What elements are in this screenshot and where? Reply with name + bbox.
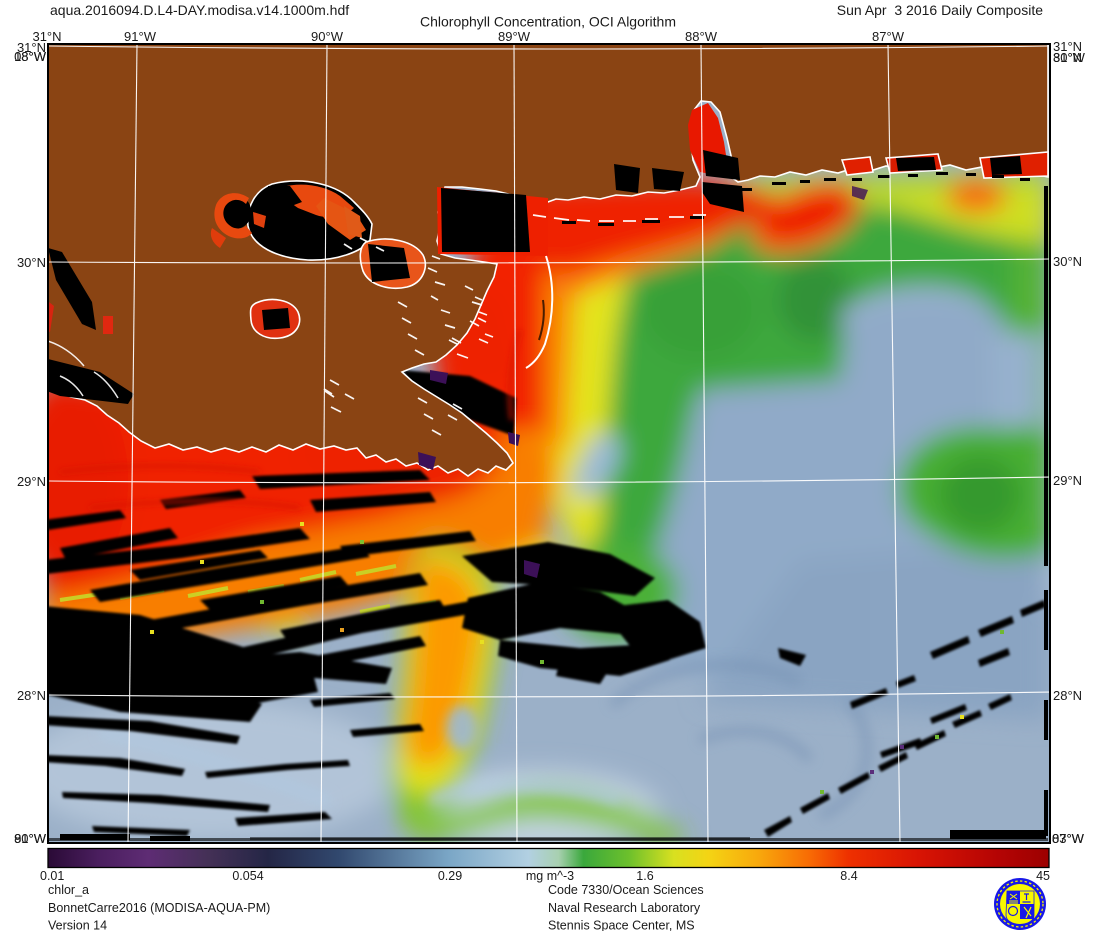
- svg-text:03°W: 03°W: [1052, 831, 1085, 846]
- svg-text:31°N: 31°N: [1053, 39, 1082, 54]
- svg-text:89°W: 89°W: [498, 29, 531, 44]
- svg-text:0.054: 0.054: [232, 869, 263, 883]
- svg-text:88°W: 88°W: [685, 29, 718, 44]
- svg-text:31°N: 31°N: [32, 29, 61, 44]
- svg-text:08°W: 08°W: [14, 49, 47, 64]
- svg-text:29°N: 29°N: [1053, 473, 1082, 488]
- svg-text:8.4: 8.4: [840, 869, 857, 883]
- svg-text:0.29: 0.29: [438, 869, 462, 883]
- svg-text:80°W: 80°W: [1053, 50, 1086, 65]
- svg-text:30°N: 30°N: [17, 255, 46, 270]
- svg-text:30°N: 30°N: [1053, 254, 1082, 269]
- svg-text:1.6: 1.6: [636, 869, 653, 883]
- svg-text:91°W: 91°W: [124, 29, 157, 44]
- svg-text:90°W: 90°W: [311, 29, 344, 44]
- svg-text:BonnetCarre2016 (MODISA-AQUA-P: BonnetCarre2016 (MODISA-AQUA-PM): [48, 901, 270, 915]
- svg-text:29°N: 29°N: [17, 474, 46, 489]
- svg-text:aqua.2016094.D.L4-DAY.modisa.v: aqua.2016094.D.L4-DAY.modisa.v14.1000m.h…: [50, 2, 349, 18]
- svg-text:0.01: 0.01: [40, 869, 64, 883]
- svg-text:mg m^-3: mg m^-3: [526, 869, 574, 883]
- svg-text:87°W: 87°W: [872, 29, 905, 44]
- svg-text:Code 7330/Ocean Sciences: Code 7330/Ocean Sciences: [548, 883, 704, 897]
- svg-text:chlor_a: chlor_a: [48, 883, 89, 897]
- svg-text:Chlorophyll Concentration, OCI: Chlorophyll Concentration, OCI Algorithm: [420, 14, 676, 30]
- svg-text:Sun Apr 3 2016 Daily Composit: Sun Apr 3 2016 Daily Composite: [837, 2, 1043, 18]
- svg-text:Naval Research Laboratory: Naval Research Laboratory: [548, 901, 701, 915]
- svg-text:81°W: 81°W: [14, 831, 47, 846]
- svg-text:Stennis Space Center, MS: Stennis Space Center, MS: [548, 919, 695, 931]
- svg-text:31°N: 31°N: [1053, 50, 1082, 65]
- svg-text:45: 45: [1036, 869, 1050, 883]
- svg-text:87°W: 87°W: [1052, 831, 1085, 846]
- svg-text:28°N: 28°N: [17, 688, 46, 703]
- svg-text:28°N: 28°N: [1053, 688, 1082, 703]
- svg-text:Version 14: Version 14: [48, 919, 107, 931]
- svg-text:90°W: 90°W: [14, 831, 47, 846]
- svg-text:31°N: 31°N: [17, 40, 46, 55]
- svg-text:18°W: 18°W: [14, 49, 47, 64]
